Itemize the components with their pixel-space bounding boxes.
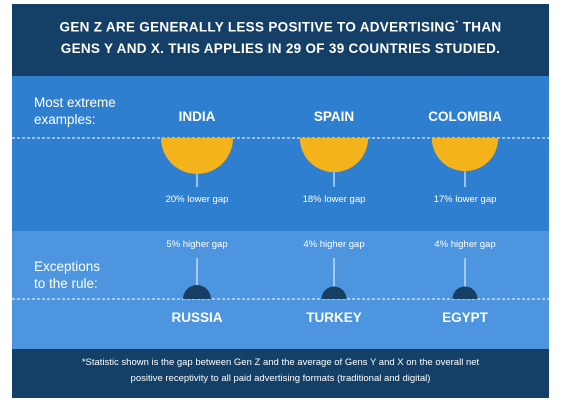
title-text-1-end: THAN: [462, 19, 502, 35]
title-line-1: GEN Z ARE GENERALLY LESS POSITIVE TO ADV…: [12, 19, 549, 35]
lower-gap-semicircle-spain: [299, 138, 369, 173]
exceptions-label-line-1: Exceptions: [34, 259, 101, 274]
title-text-1: GEN Z ARE GENERALLY LESS POSITIVE TO ADV…: [59, 19, 456, 35]
higher-gap-semicircle-turkey: [321, 286, 347, 299]
lower-gap-semicircle-colombia: [431, 138, 499, 172]
country-label-colombia: COLOMBIA: [428, 109, 502, 124]
title-line-2: GENS Y AND X. THIS APPLIES IN 29 OF 39 C…: [60, 41, 501, 56]
gap-label-india: 20% lower gap: [165, 194, 229, 205]
gap-label-russia: 5% higher gap: [166, 239, 228, 250]
extreme-label: Most extreme examples:: [34, 94, 116, 128]
footnote-line-2: positive receptivity to all paid adverti…: [130, 373, 431, 384]
chart-svg: [12, 137, 549, 300]
title-asterisk: *: [455, 19, 459, 28]
infographic-card: GEN Z ARE GENERALLY LESS POSITIVE TO ADV…: [12, 4, 549, 398]
country-label-russia: RUSSIA: [171, 310, 223, 325]
exceptions-label: Exceptions to the rule:: [34, 258, 100, 292]
higher-gap-semicircle-russia: [183, 285, 211, 299]
exceptions-label-line-2: to the rule:: [34, 276, 98, 291]
extreme-label-line-2: examples:: [34, 112, 96, 127]
higher-gap-semicircle-egypt: [452, 286, 478, 299]
gap-label-turkey: 4% higher gap: [303, 239, 365, 250]
country-label-spain: SPAIN: [313, 109, 355, 124]
gap-label-colombia: 17% lower gap: [433, 194, 497, 205]
gap-label-spain: 18% lower gap: [302, 194, 366, 205]
footnote-line-1: *Statistic shown is the gap between Gen …: [81, 357, 480, 368]
country-label-india: INDIA: [178, 109, 216, 124]
lower-gap-semicircle-india: [161, 138, 233, 174]
gap-label-egypt: 4% higher gap: [434, 239, 496, 250]
country-label-egypt: EGYPT: [442, 310, 488, 325]
extreme-label-line-1: Most extreme: [34, 95, 116, 110]
footnote-band: *Statistic shown is the gap between Gen …: [12, 349, 549, 398]
country-label-turkey: TURKEY: [306, 310, 362, 325]
header-band: GEN Z ARE GENERALLY LESS POSITIVE TO ADV…: [12, 4, 549, 76]
